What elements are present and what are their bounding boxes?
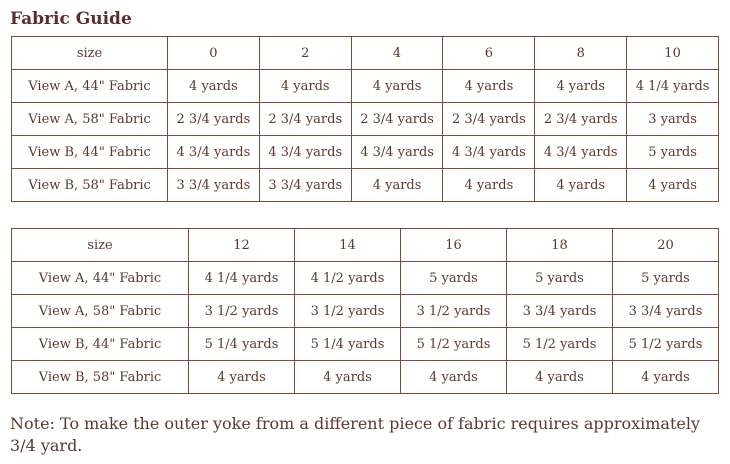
row-label-cell: View A, 58" Fabric [11,294,189,328]
yardage-value-cell: 5 yards [612,261,719,295]
size-column-header-cell: 10 [626,36,719,70]
yardage-value-cell: 3 1/2 yards [188,294,295,328]
yardage-value-cell: 3 1/2 yards [294,294,401,328]
size-column-header-cell: 12 [188,228,295,262]
size-column-header-cell: 2 [258,36,352,70]
yardage-value-cell: 4 3/4 yards [442,135,536,169]
yardage-value-cell: 3 3/4 yards [612,294,719,328]
yardage-value-cell: 4 yards [534,69,628,103]
row-label-cell: View A, 44" Fabric [11,69,168,103]
table-row: View A, 58" Fabric 2 3/4 yards 2 3/4 yards… [11,102,719,136]
table-row: View B, 44" Fabric 5 1/4 yards 5 1/4 yards… [11,327,719,361]
page-title: Fabric Guide [10,9,132,29]
size-column-header-cell: 4 [350,36,444,70]
size-column-header-cell: 0 [167,36,260,70]
yardage-value-cell: 4 1/4 yards [188,261,295,295]
yardage-value-cell: 5 yards [506,261,613,295]
size-column-header-cell: 16 [400,228,507,262]
header-row: size 0 2 4 6 8 10 [11,36,719,70]
header-row: size 12 14 16 18 20 [11,228,719,262]
row-label-cell: View B, 44" Fabric [11,135,168,169]
yardage-value-cell: 5 1/4 yards [294,327,401,361]
yardage-value-cell: 5 yards [626,135,719,169]
fabric-table-sizes-0-10: size 0 2 4 6 8 10 View A, 44" Fabric 4 yards 4 ya… [11,36,719,202]
row-label-cell: View B, 44" Fabric [11,327,189,361]
yardage-value-cell: 4 yards [350,168,444,202]
table-row: View B, 58" Fabric 3 3/4 yards 3 3/4 yards… [11,168,719,202]
yardage-value-cell: 4 3/4 yards [534,135,628,169]
yardage-value-cell: 5 1/2 yards [506,327,613,361]
size-column-header-cell: 6 [442,36,536,70]
yardage-value-cell: 3 yards [626,102,719,136]
row-label-cell: View A, 44" Fabric [11,261,189,295]
yardage-value-cell: 4 yards [400,360,507,394]
yardage-value-cell: 4 yards [188,360,295,394]
yardage-value-cell: 5 yards [400,261,507,295]
yardage-value-cell: 4 1/4 yards [626,69,719,103]
yardage-value-cell: 4 yards [442,69,536,103]
note-text: Note: To make the outer yoke from a diff… [10,414,701,455]
yardage-value-cell: 3 3/4 yards [506,294,613,328]
size-label-header-cell: size [11,36,168,70]
yardage-value-cell: 4 yards [442,168,536,202]
table-row: View B, 44" Fabric 4 3/4 yards 4 3/4 yards… [11,135,719,169]
yardage-value-cell: 4 yards [612,360,719,394]
yardage-value-cell: 4 yards [167,69,260,103]
size-column-header-cell: 14 [294,228,401,262]
size-column-header-cell: 18 [506,228,613,262]
yardage-value-cell: 2 3/4 yards [534,102,628,136]
table-row: View A, 44" Fabric 4 1/4 yards 4 1/2 yards… [11,261,719,295]
yardage-value-cell: 5 1/2 yards [400,327,507,361]
fabric-table-sizes-12-20: size 12 14 16 18 20 View A, 44" Fabric 4 1/4 ya… [11,228,719,394]
yardage-value-cell: 4 3/4 yards [258,135,352,169]
yardage-value-cell: 4 yards [258,69,352,103]
table-row: View A, 58" Fabric 3 1/2 yards 3 1/2 yards… [11,294,719,328]
yardage-value-cell: 2 3/4 yards [167,102,260,136]
yardage-value-cell: 2 3/4 yards [350,102,444,136]
yardage-value-cell: 4 3/4 yards [350,135,444,169]
row-label-cell: View B, 58" Fabric [11,360,189,394]
size-column-header-cell: 8 [534,36,628,70]
yardage-value-cell: 3 3/4 yards [258,168,352,202]
yardage-value-cell: 2 3/4 yards [258,102,352,136]
size-label-header-cell: size [11,228,189,262]
row-label-cell: View B, 58" Fabric [11,168,168,202]
table-row: View B, 58" Fabric 4 yards 4 yards 4 yards 4… [11,360,719,394]
yardage-value-cell: 4 3/4 yards [167,135,260,169]
yardage-value-cell: 4 yards [506,360,613,394]
yardage-value-cell: 4 yards [626,168,719,202]
yardage-value-cell: 3 1/2 yards [400,294,507,328]
row-label-cell: View A, 58" Fabric [11,102,168,136]
yardage-value-cell: 5 1/2 yards [612,327,719,361]
yardage-value-cell: 4 1/2 yards [294,261,401,295]
yardage-value-cell: 3 3/4 yards [167,168,260,202]
yardage-value-cell: 4 yards [294,360,401,394]
yardage-value-cell: 2 3/4 yards [442,102,536,136]
yardage-value-cell: 4 yards [350,69,444,103]
yardage-value-cell: 5 1/4 yards [188,327,295,361]
yardage-value-cell: 4 yards [534,168,628,202]
table-row: View A, 44" Fabric 4 yards 4 yards 4 yards 4… [11,69,719,103]
size-column-header-cell: 20 [612,228,719,262]
